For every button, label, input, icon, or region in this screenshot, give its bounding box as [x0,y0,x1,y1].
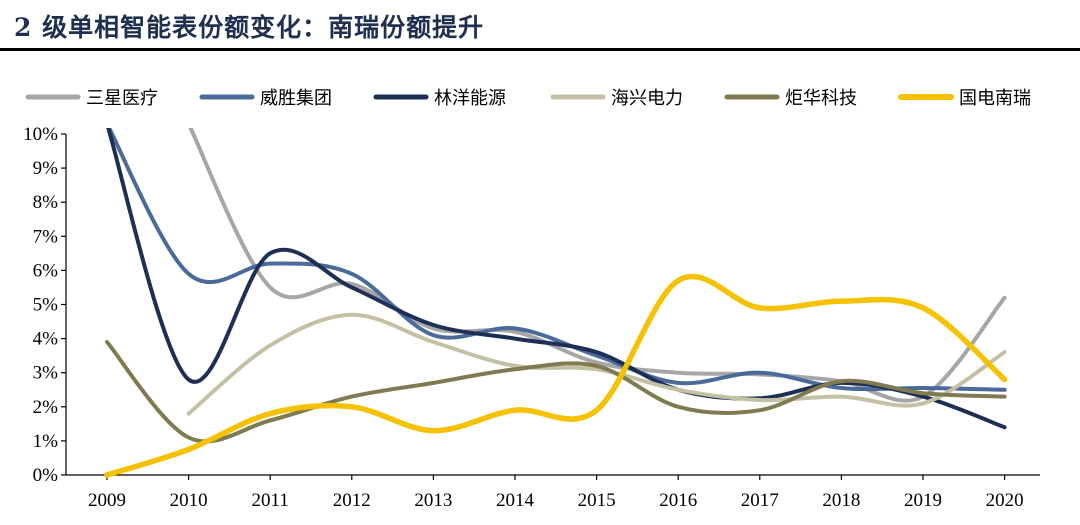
y-tick-label: 3% [33,363,59,384]
y-tick-label: 6% [33,260,59,281]
y-tick-label: 10% [23,124,58,145]
x-tick-label: 2009 [88,490,126,511]
chart-legend: 三星医疗 威胜集团 林洋能源 海兴电力 炬华科技 国电南瑞 [25,88,1031,109]
series-line-4 [186,312,1007,416]
legend-label: 三星医疗 [86,88,158,109]
legend-label: 炬华科技 [785,88,857,109]
legend-label: 海兴电力 [611,88,683,109]
series-line-5 [105,340,1007,444]
y-tick-label: 2% [33,397,59,418]
y-tick-label: 4% [33,329,59,350]
legend-label: 国电南瑞 [959,88,1031,109]
y-tick-label: 5% [33,295,59,316]
series-line-1 [188,128,1007,403]
x-tick-label: 2013 [414,490,452,511]
legend-label: 林洋能源 [434,88,506,109]
title-divider [0,48,1080,51]
x-tick-label: 2015 [578,490,616,511]
x-tick-label: 2020 [986,490,1024,511]
x-tick-label: 2012 [333,490,371,511]
x-tick-label: 2011 [252,490,289,511]
x-tick-label: 2014 [496,490,535,511]
x-tick-label: 2016 [659,490,697,511]
x-tick-label: 2018 [822,490,860,511]
y-tick-label: 7% [33,226,59,247]
series-line-2 [106,128,1007,392]
y-tick-label: 0% [33,465,59,486]
y-tick-label: 8% [33,192,59,213]
x-tick-label: 2017 [741,490,779,511]
x-tick-label: 2019 [904,490,942,511]
series-line-6 [104,273,1008,478]
y-tick-label: 1% [33,431,59,452]
x-tick-label: 2010 [170,490,208,511]
y-tick-label: 9% [33,158,59,179]
chart-axes: 0% 1% 2% 3% 4% 5% 6% 7% 8% 9% 10% 2009 2010 2011 2012 2… [23,124,1040,511]
legend-label: 威胜集团 [260,88,332,109]
chart-series [104,128,1008,478]
page-title: 2 级单相智能表份额变化：南瑞份额提升 [14,13,485,42]
